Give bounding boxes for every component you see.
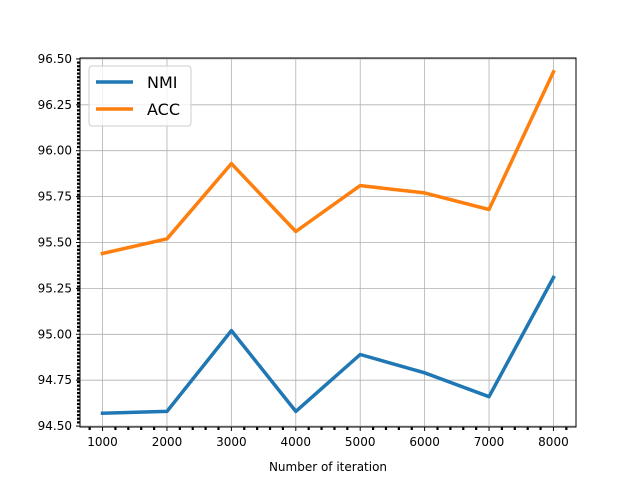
- y-tick-label: 96.50: [38, 52, 72, 66]
- x-tick-label: 4000: [281, 435, 312, 449]
- y-tick-label: 96.25: [38, 98, 72, 112]
- y-tick-label: 95.00: [38, 327, 72, 341]
- x-axis-label: Number of iteration: [269, 460, 387, 474]
- series-line-nmi: [100, 275, 556, 415]
- legend-label-nmi: NMI: [147, 73, 178, 92]
- x-tick-label: 7000: [474, 435, 505, 449]
- x-tick-label: 2000: [152, 435, 183, 449]
- y-tick-label: 94.75: [38, 373, 72, 387]
- series-line-acc: [100, 69, 556, 256]
- series-lines: [100, 69, 556, 415]
- x-tick-label: 8000: [538, 435, 569, 449]
- y-tick-label: 94.50: [38, 419, 72, 433]
- x-tick-label: 1000: [87, 435, 118, 449]
- legend: NMI ACC: [88, 65, 192, 127]
- grid-lines: [80, 58, 576, 427]
- x-tick-label: 3000: [216, 435, 247, 449]
- y-tick-label: 95.75: [38, 190, 72, 204]
- legend-label-acc: ACC: [147, 100, 180, 119]
- y-tick-label: 96.00: [38, 144, 72, 158]
- x-tick-label: 5000: [345, 435, 376, 449]
- y-tick-label: 95.50: [38, 236, 72, 250]
- axis-ticks: 1000 2000 3000 4000 5000 6000 7000 8000 94.50 94.…: [38, 52, 569, 449]
- x-tick-label: 6000: [409, 435, 440, 449]
- y-tick-label: 95.25: [38, 281, 72, 295]
